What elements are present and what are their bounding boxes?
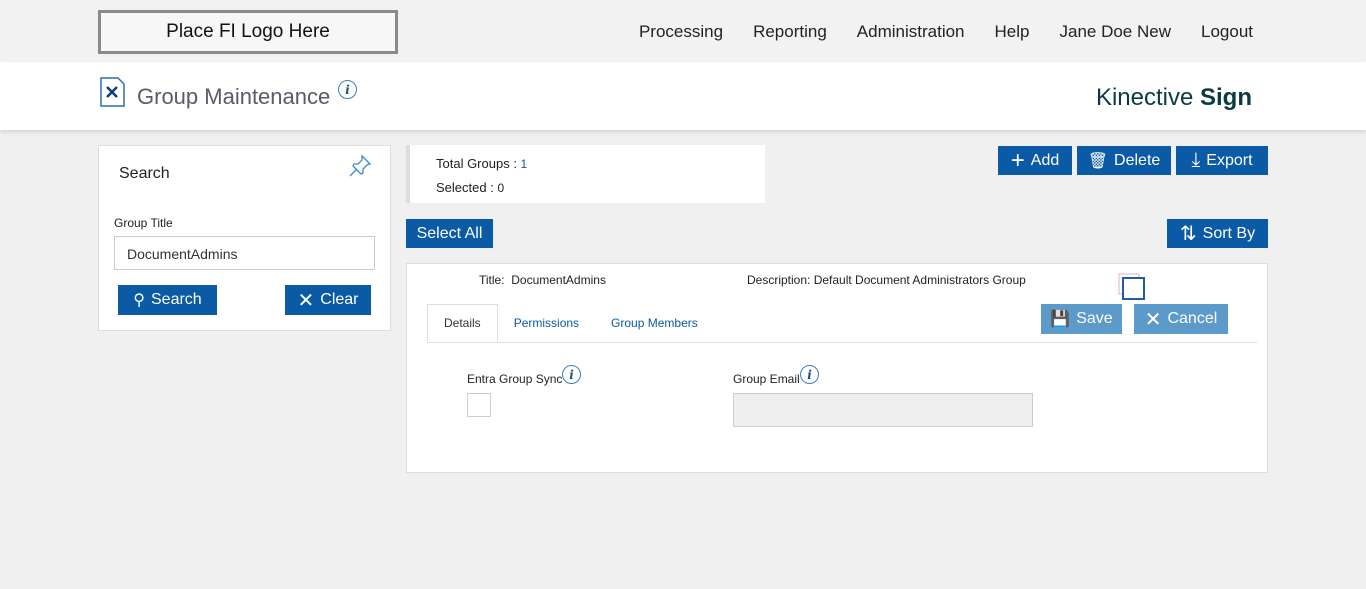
sort-icon: ⇅ [1179, 223, 1197, 245]
clear-button[interactable]: ✕ Clear [285, 285, 371, 315]
total-count: 1 [520, 157, 528, 171]
group-record-card: Title: DocumentAdmins Description: Defau… [406, 263, 1268, 473]
select-all-button[interactable]: Select All [406, 219, 493, 248]
trash-icon: 🗑 [1087, 152, 1109, 170]
brand-logo: Kinective Sign [1095, 84, 1252, 111]
document-tools-icon [100, 77, 125, 107]
group-email-input[interactable] [733, 393, 1033, 427]
tab-details[interactable]: Details [427, 304, 498, 342]
record-title: Title: DocumentAdmins [479, 273, 606, 287]
fi-logo: Place FI Logo Here [98, 10, 398, 54]
search-icon: ⚲ [133, 292, 145, 309]
group-email-label: Group Email [733, 372, 800, 386]
search-button[interactable]: ⚲ Search [118, 285, 217, 315]
add-button[interactable]: + Add [998, 146, 1072, 175]
record-description: Description: Default Document Administra… [747, 273, 1026, 287]
tab-permissions[interactable]: Permissions [513, 316, 580, 330]
nav-reporting[interactable]: Reporting [753, 22, 827, 41]
page-header [0, 62, 1366, 130]
info-icon[interactable]: i [800, 365, 819, 384]
close-icon: ✕ [1144, 308, 1162, 331]
entra-sync-label: Entra Group Sync [467, 372, 563, 386]
nav-administration[interactable]: Administration [856, 22, 965, 41]
plus-icon: + [1010, 146, 1025, 174]
select-checkbox[interactable] [1118, 273, 1146, 301]
tab-group-members[interactable]: Group Members [611, 316, 698, 330]
export-button[interactable]: ⤓ Export [1176, 146, 1268, 175]
group-title-label: Group Title [114, 216, 173, 230]
entra-sync-checkbox[interactable] [467, 393, 491, 417]
group-title-input[interactable]: DocumentAdmins [114, 236, 375, 270]
download-icon: ⤓ [1191, 149, 1201, 171]
search-heading: Search [119, 165, 170, 182]
summary-box: Total Groups : 1 Selected : 0 [406, 145, 765, 203]
info-icon[interactable]: i [562, 365, 581, 384]
delete-button[interactable]: 🗑 Delete [1077, 146, 1171, 175]
close-icon: ✕ [297, 289, 315, 312]
info-icon[interactable]: i [338, 80, 357, 99]
tab-bar: Details Permissions Group Members [427, 304, 1257, 343]
save-icon: 💾 [1050, 311, 1071, 328]
sort-by-button[interactable]: ⇅ Sort By [1167, 219, 1268, 248]
nav-help[interactable]: Help [994, 22, 1030, 41]
search-panel: Search Group Title DocumentAdmins ⚲ Searc… [98, 145, 391, 331]
page-title: Group Maintenance [137, 84, 331, 109]
selected-count: 0 [497, 181, 505, 195]
nav-logout[interactable]: Logout [1201, 22, 1253, 41]
main-nav: Processing Reporting Administration Help… [639, 22, 1253, 42]
nav-processing[interactable]: Processing [638, 22, 724, 41]
nav-user[interactable]: Jane Doe New [1059, 22, 1171, 41]
save-button[interactable]: 💾 Save [1041, 304, 1122, 334]
cancel-button[interactable]: ✕ Cancel [1134, 304, 1228, 334]
pin-icon[interactable] [348, 154, 372, 178]
